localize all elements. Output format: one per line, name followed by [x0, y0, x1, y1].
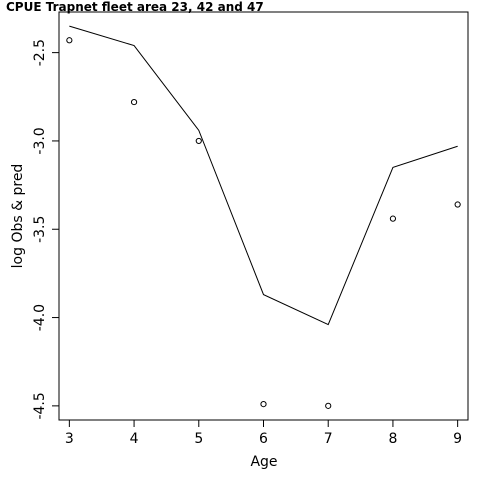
x-tick-label: 7 — [324, 431, 333, 447]
y-tick-label: -3.5 — [32, 216, 48, 243]
x-tick-label: 3 — [65, 431, 74, 447]
y-tick-label: -2.5 — [32, 39, 48, 66]
x-tick-label: 9 — [453, 431, 462, 447]
x-tick-label: 5 — [194, 431, 203, 447]
x-axis-label: Age — [250, 454, 277, 470]
x-tick-label: 8 — [388, 431, 397, 447]
observed-point — [454, 201, 461, 208]
x-tick-label: 6 — [259, 431, 268, 447]
y-tick-label: -3.0 — [32, 127, 48, 154]
y-tick-label: -4.5 — [32, 392, 48, 419]
x-tick-label: 4 — [130, 431, 139, 447]
x-axis: 3 4 5 6 7 8 9 — [65, 419, 462, 447]
y-axis: -4.5 -4.0 -3.5 -3.0 -2.5 — [32, 39, 60, 420]
y-axis-label: log Obs & pred — [10, 164, 26, 269]
series-layer — [66, 25, 461, 409]
observed-point — [325, 402, 332, 409]
y-tick-label: -4.0 — [32, 304, 48, 331]
observed-point — [389, 215, 397, 222]
observed-point — [66, 37, 73, 44]
predicted-line — [69, 25, 458, 326]
chart-title: CPUE Trapnet fleet area 23, 42 and 47 — [6, 0, 264, 14]
plot-frame — [58, 11, 469, 421]
observed-point — [260, 401, 267, 408]
observed-point — [195, 137, 202, 145]
observed-point — [130, 98, 138, 106]
